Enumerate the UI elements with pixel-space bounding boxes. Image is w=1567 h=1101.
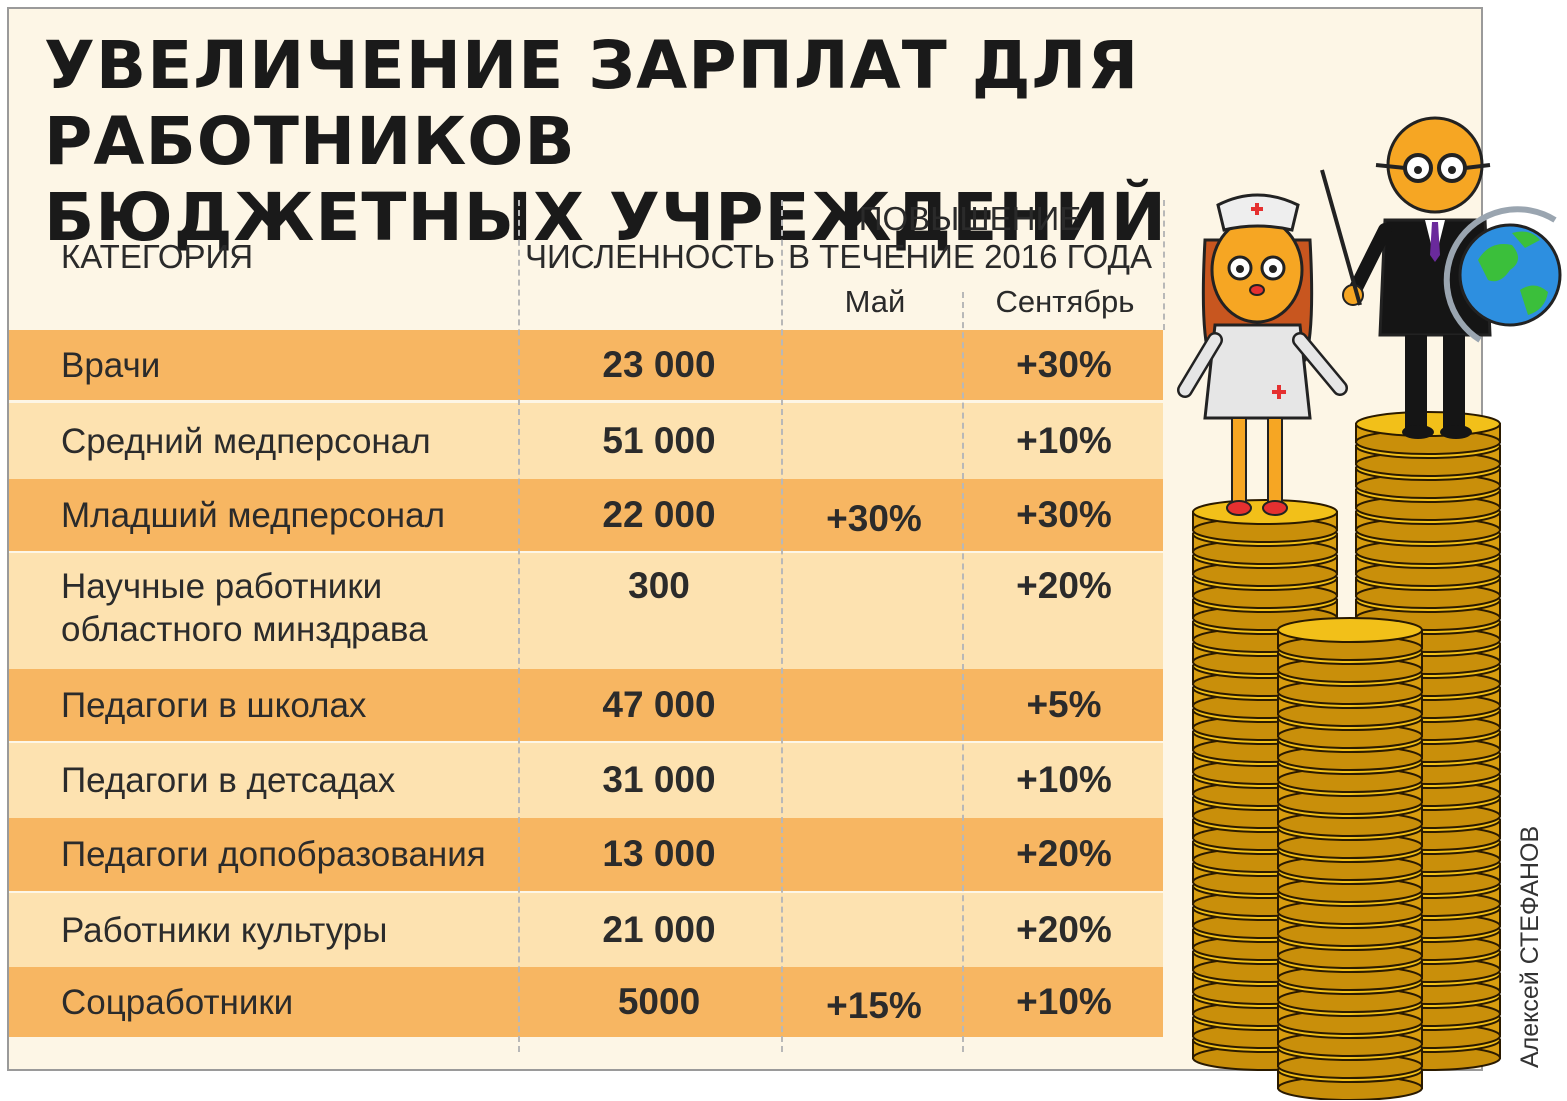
coin-stack-middle (1277, 617, 1423, 1100)
table-row: Научные работники областного минздрава 300… (9, 553, 1163, 669)
row-september-increase: +20% (1016, 833, 1112, 874)
row-category: Средний медперсонал (61, 422, 431, 461)
header-category: КАТЕГОРИЯ (61, 238, 254, 275)
row-september-increase: +30% (1016, 344, 1112, 385)
row-category: Педагоги допобразования (61, 835, 486, 874)
row-count: 51 000 (602, 420, 716, 461)
teacher-figure (1320, 116, 1492, 439)
globe-icon (1443, 206, 1562, 343)
row-category: Работники культуры (61, 911, 388, 950)
coin (1277, 617, 1423, 661)
row-category-line-2: областного минздрава (61, 610, 428, 649)
row-count: 22 000 (602, 494, 716, 535)
header-increase-line-2: В ТЕЧЕНИЕ 2016 ГОДА (788, 238, 1152, 275)
header-increase-line-1: ПОВЫШЕНИЕ (858, 200, 1082, 237)
row-count: 23 000 (602, 344, 716, 385)
column-divider-3 (962, 292, 964, 1052)
title-line-2: БЮДЖЕТНЫХ УЧРЕЖДЕНИЙ (44, 179, 1167, 256)
column-divider-4 (1163, 200, 1165, 330)
row-category-line-1: Научные работники (61, 567, 383, 606)
row-september-increase: +10% (1016, 420, 1112, 461)
row-count: 5000 (617, 981, 701, 1022)
table-row: Педагоги в детсадах 31 000 +10% (9, 743, 1163, 818)
row-category: Соцработники (61, 983, 294, 1022)
header-september: Сентябрь (995, 284, 1135, 319)
header-may: Май (844, 284, 906, 319)
row-category: Научные работники областного минздрава (61, 565, 428, 651)
row-september-increase: +20% (1016, 565, 1112, 606)
row-count: 31 000 (602, 759, 716, 800)
row-may-increase: +15% (826, 985, 922, 1026)
header-count: ЧИСЛЕННОСТЬ (525, 238, 775, 275)
row-september-increase: +30% (1016, 494, 1112, 535)
table-row: Работники культуры 21 000 +20% (9, 893, 1163, 967)
table-row: Педагоги в школах 47 000 +5% (9, 669, 1163, 741)
row-count: 300 (628, 565, 690, 606)
title-line-1: УВЕЛИЧЕНИЕ ЗАРПЛАТ ДЛЯ РАБОТНИКОВ (44, 27, 1140, 180)
row-september-increase: +10% (1016, 981, 1112, 1022)
nurse-figure (1177, 193, 1348, 516)
row-may-increase: +30% (826, 498, 922, 539)
table-row: Младший медперсонал 22 000 +30% +30% (9, 479, 1163, 551)
row-category: Младший медперсонал (61, 496, 446, 535)
table-row: Средний медперсонал 51 000 +10% (9, 403, 1163, 479)
row-september-increase: +5% (1026, 684, 1102, 725)
row-category: Педагоги в детсадах (61, 761, 396, 800)
illustration (1177, 116, 1562, 1100)
column-divider-1 (518, 200, 520, 1052)
table-row: Соцработники 5000 +15% +10% (9, 967, 1163, 1037)
row-category: Педагоги в школах (61, 686, 367, 725)
page-title: УВЕЛИЧЕНИЕ ЗАРПЛАТ ДЛЯ РАБОТНИКОВ БЮДЖЕТ… (44, 28, 1567, 256)
author-credit: Алексей СТЕФАНОВ (1516, 825, 1544, 1068)
table-row: Врачи 23 000 +30% (9, 330, 1163, 400)
row-september-increase: +10% (1016, 759, 1112, 800)
row-count: 47 000 (602, 684, 716, 725)
column-divider-2 (781, 200, 783, 1052)
row-count: 13 000 (602, 833, 716, 874)
row-september-increase: +20% (1016, 909, 1112, 950)
row-category: Врачи (61, 346, 161, 385)
row-count: 21 000 (602, 909, 716, 950)
table-row: Педагоги допобразования 13 000 +20% (9, 818, 1163, 891)
